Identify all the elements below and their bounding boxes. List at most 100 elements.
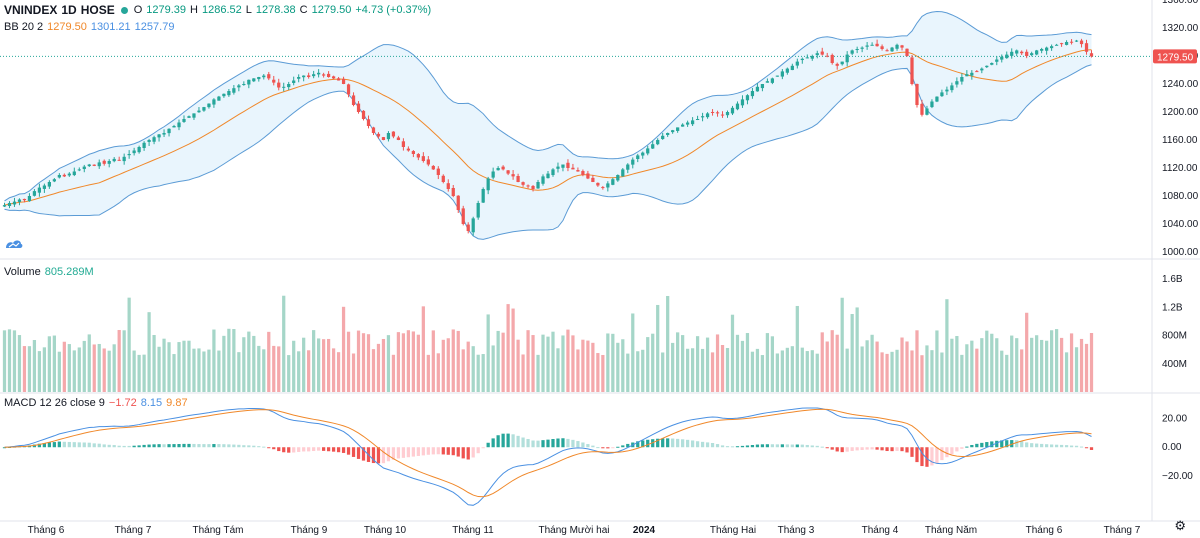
macd-histogram-bar bbox=[601, 447, 605, 449]
macd-histogram-bar bbox=[172, 444, 176, 448]
volume-bar bbox=[710, 352, 715, 392]
volume-bar bbox=[875, 341, 879, 392]
macd-histogram-bar bbox=[466, 447, 470, 460]
macd-histogram-bar bbox=[267, 447, 271, 449]
volume-legend[interactable]: Volume 805.289M bbox=[4, 265, 94, 279]
volume-bar bbox=[496, 330, 500, 392]
candle-body bbox=[1000, 56, 1004, 60]
macd-histogram-bar bbox=[476, 447, 480, 454]
candle-body bbox=[137, 147, 141, 153]
symbol-name[interactable]: VNINDEX bbox=[4, 3, 58, 17]
volume-bar bbox=[267, 331, 271, 392]
macd-histogram-bar bbox=[551, 439, 555, 448]
macd-histogram-bar bbox=[566, 438, 570, 448]
macd-histogram-bar bbox=[307, 447, 311, 452]
candle-body bbox=[755, 86, 760, 92]
macd-histogram-bar bbox=[232, 444, 236, 448]
volume-bar bbox=[865, 340, 869, 392]
macd-histogram-bar bbox=[835, 447, 839, 452]
volume-bar bbox=[541, 334, 545, 392]
volume-bar bbox=[681, 335, 685, 392]
volume-bar bbox=[97, 343, 101, 392]
volume-bar bbox=[735, 334, 740, 392]
time-axis-tick: Tháng 3 bbox=[778, 525, 815, 536]
candle-body bbox=[930, 101, 934, 108]
macd-histogram-bar bbox=[396, 447, 401, 459]
candle-body bbox=[790, 65, 794, 71]
volume-bar bbox=[257, 345, 261, 392]
settings-gear-icon[interactable]: ⚙ bbox=[1174, 518, 1186, 533]
volume-bar bbox=[740, 340, 745, 392]
volume-bar bbox=[331, 348, 336, 392]
volume-bar bbox=[1049, 330, 1054, 392]
time-axis-tick: Tháng 6 bbox=[1026, 525, 1063, 536]
candle-body bbox=[27, 196, 32, 202]
macd-histogram-bar bbox=[616, 446, 620, 448]
candle-body bbox=[656, 140, 660, 145]
volume-bar bbox=[980, 338, 984, 392]
volume-bar bbox=[805, 351, 809, 392]
macd-histogram-bar bbox=[177, 443, 181, 448]
macd-histogram-bar bbox=[596, 447, 600, 449]
macd-histogram-bar bbox=[930, 447, 934, 466]
volume-bar bbox=[516, 339, 520, 392]
macd-histogram-bar bbox=[526, 438, 530, 448]
macd-histogram-bar bbox=[282, 447, 286, 453]
time-axis-tick: Tháng Hai bbox=[710, 525, 756, 536]
volume-bar bbox=[406, 330, 411, 392]
macd-histogram-bar bbox=[197, 444, 201, 448]
macd-hist-value: −1.72 bbox=[108, 397, 137, 409]
macd-histogram-bar bbox=[441, 447, 445, 455]
macd-histogram-bar bbox=[42, 443, 47, 448]
candle-body bbox=[1045, 47, 1049, 51]
macd-histogram-bar bbox=[446, 447, 450, 455]
candle-body bbox=[925, 108, 929, 115]
price-axis-tick: 1040.00 bbox=[1162, 219, 1199, 230]
candle-body bbox=[252, 78, 256, 82]
tradingview-logo-icon[interactable] bbox=[4, 236, 24, 250]
volume-bar bbox=[950, 338, 954, 392]
candle-body bbox=[351, 95, 356, 105]
macd-histogram-bar bbox=[137, 445, 141, 448]
candle-body bbox=[690, 120, 695, 125]
volume-bar bbox=[935, 330, 939, 392]
volume-bar bbox=[297, 351, 301, 392]
volume-bar bbox=[745, 333, 750, 392]
candle-body bbox=[1030, 53, 1034, 56]
volume-bar bbox=[725, 347, 730, 392]
macd-histogram-bar bbox=[1010, 440, 1014, 448]
volume-bar bbox=[476, 354, 480, 392]
volume-bar bbox=[2, 330, 7, 392]
volume-bar bbox=[556, 348, 560, 392]
candle-body bbox=[282, 86, 286, 88]
candle-body bbox=[531, 185, 535, 189]
volume-bar bbox=[566, 329, 570, 392]
macd-histogram-bar bbox=[52, 442, 56, 448]
bb-legend[interactable]: BB 20 2 1279.50 1301.21 1257.79 bbox=[4, 20, 174, 34]
change-value: +4.73 (+0.37%) bbox=[355, 4, 432, 16]
macd-histogram-bar bbox=[122, 445, 126, 448]
symbol-legend: VNINDEX 1D HOSE O 1279.39 H 1286.52 L 1278.… bbox=[4, 3, 431, 17]
candle-body bbox=[885, 50, 889, 52]
macd-histogram-bar bbox=[202, 444, 206, 448]
time-axis-tick: Tháng 7 bbox=[1104, 525, 1141, 536]
macd-axis-tick: −20.00 bbox=[1162, 471, 1193, 482]
volume-bar bbox=[551, 331, 555, 392]
candle-body bbox=[780, 71, 784, 77]
volume-bar bbox=[237, 352, 241, 392]
macd-histogram-bar bbox=[685, 439, 690, 448]
macd-histogram-bar bbox=[935, 447, 939, 464]
macd-histogram-bar bbox=[705, 442, 710, 448]
candle-body bbox=[361, 110, 366, 119]
volume-bar bbox=[616, 342, 620, 392]
macd-histogram-bar bbox=[740, 445, 745, 448]
candle-body bbox=[197, 110, 201, 113]
candle-body bbox=[810, 56, 814, 59]
interval-label[interactable]: 1D bbox=[61, 3, 77, 17]
candle-body bbox=[401, 141, 406, 147]
candle-body bbox=[606, 183, 610, 188]
macd-legend[interactable]: MACD 12 26 close 9 −1.72 8.15 9.87 bbox=[4, 396, 188, 410]
macd-histogram-bar bbox=[516, 435, 520, 448]
volume-bar bbox=[626, 353, 630, 392]
